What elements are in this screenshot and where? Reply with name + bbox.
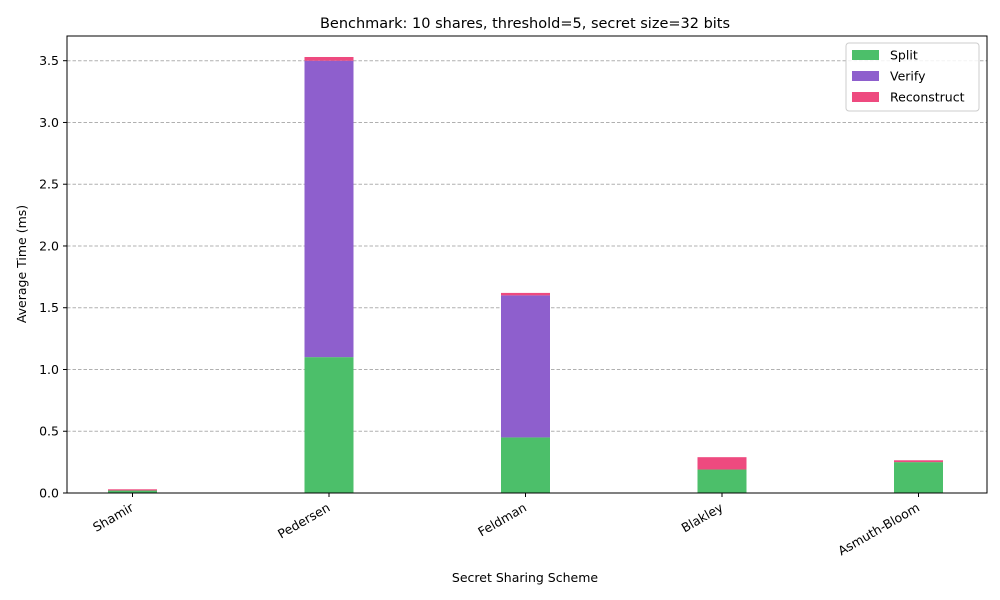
y-tick-label: 1.0 [39, 362, 59, 377]
y-tick-label: 0.0 [39, 486, 59, 501]
bar-reconstruct-shamir [108, 489, 157, 491]
bar-split-blakley [697, 469, 747, 493]
bar-verify-feldman [501, 295, 550, 438]
bars [108, 56, 943, 493]
x-tick-label: Pedersen [275, 500, 332, 542]
bar-reconstruct-pedersen [304, 56, 354, 61]
legend-label-reconstruct: Reconstruct [890, 90, 965, 105]
bar-split-asmuth-bloom [894, 462, 943, 493]
bar-split-pedersen [304, 357, 354, 493]
y-tick-label: 2.5 [39, 177, 59, 192]
plot-frame [66, 35, 988, 494]
legend-swatch-split [852, 50, 879, 60]
x-tick-label: Blakley [679, 499, 726, 535]
y-tick-label: 3.0 [39, 115, 59, 130]
bar-reconstruct-asmuth-bloom [894, 460, 943, 463]
x-tick-label: Shamir [90, 499, 137, 535]
legend-swatch-verify [852, 71, 879, 81]
legend-box [845, 42, 980, 112]
y-tick-label: 1.5 [39, 300, 59, 315]
bar-split-shamir [108, 490, 157, 493]
legend-swatch-reconstruct [852, 92, 879, 102]
y-tick-label: 0.5 [39, 424, 59, 439]
bar-reconstruct-blakley [697, 457, 747, 470]
y-tick-label: 3.5 [39, 53, 59, 68]
chart-title: Benchmark: 10 shares, threshold=5, secre… [320, 16, 730, 32]
legend-label-split: Split [890, 48, 918, 63]
x-tick-label: Asmuth-Bloom [835, 500, 922, 559]
bar-split-feldman [501, 437, 550, 493]
x-tick-label: Feldman [475, 500, 529, 540]
legend: Split Verify Reconstruct [845, 42, 980, 112]
bar-reconstruct-feldman [501, 292, 550, 296]
y-tick-label: 2.0 [39, 238, 59, 253]
bar-verify-pedersen [304, 60, 354, 358]
legend-label-verify: Verify [890, 69, 926, 84]
y-axis-label: Average Time (ms) [14, 205, 29, 323]
x-axis-label: Secret Sharing Scheme [452, 570, 598, 585]
